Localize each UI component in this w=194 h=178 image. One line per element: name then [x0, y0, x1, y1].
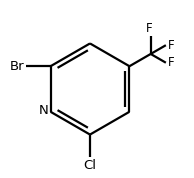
Text: F: F: [168, 56, 174, 69]
Text: F: F: [168, 39, 174, 52]
Text: Cl: Cl: [83, 159, 96, 172]
Text: F: F: [146, 22, 152, 35]
Text: N: N: [39, 104, 49, 117]
Text: Br: Br: [10, 60, 24, 73]
